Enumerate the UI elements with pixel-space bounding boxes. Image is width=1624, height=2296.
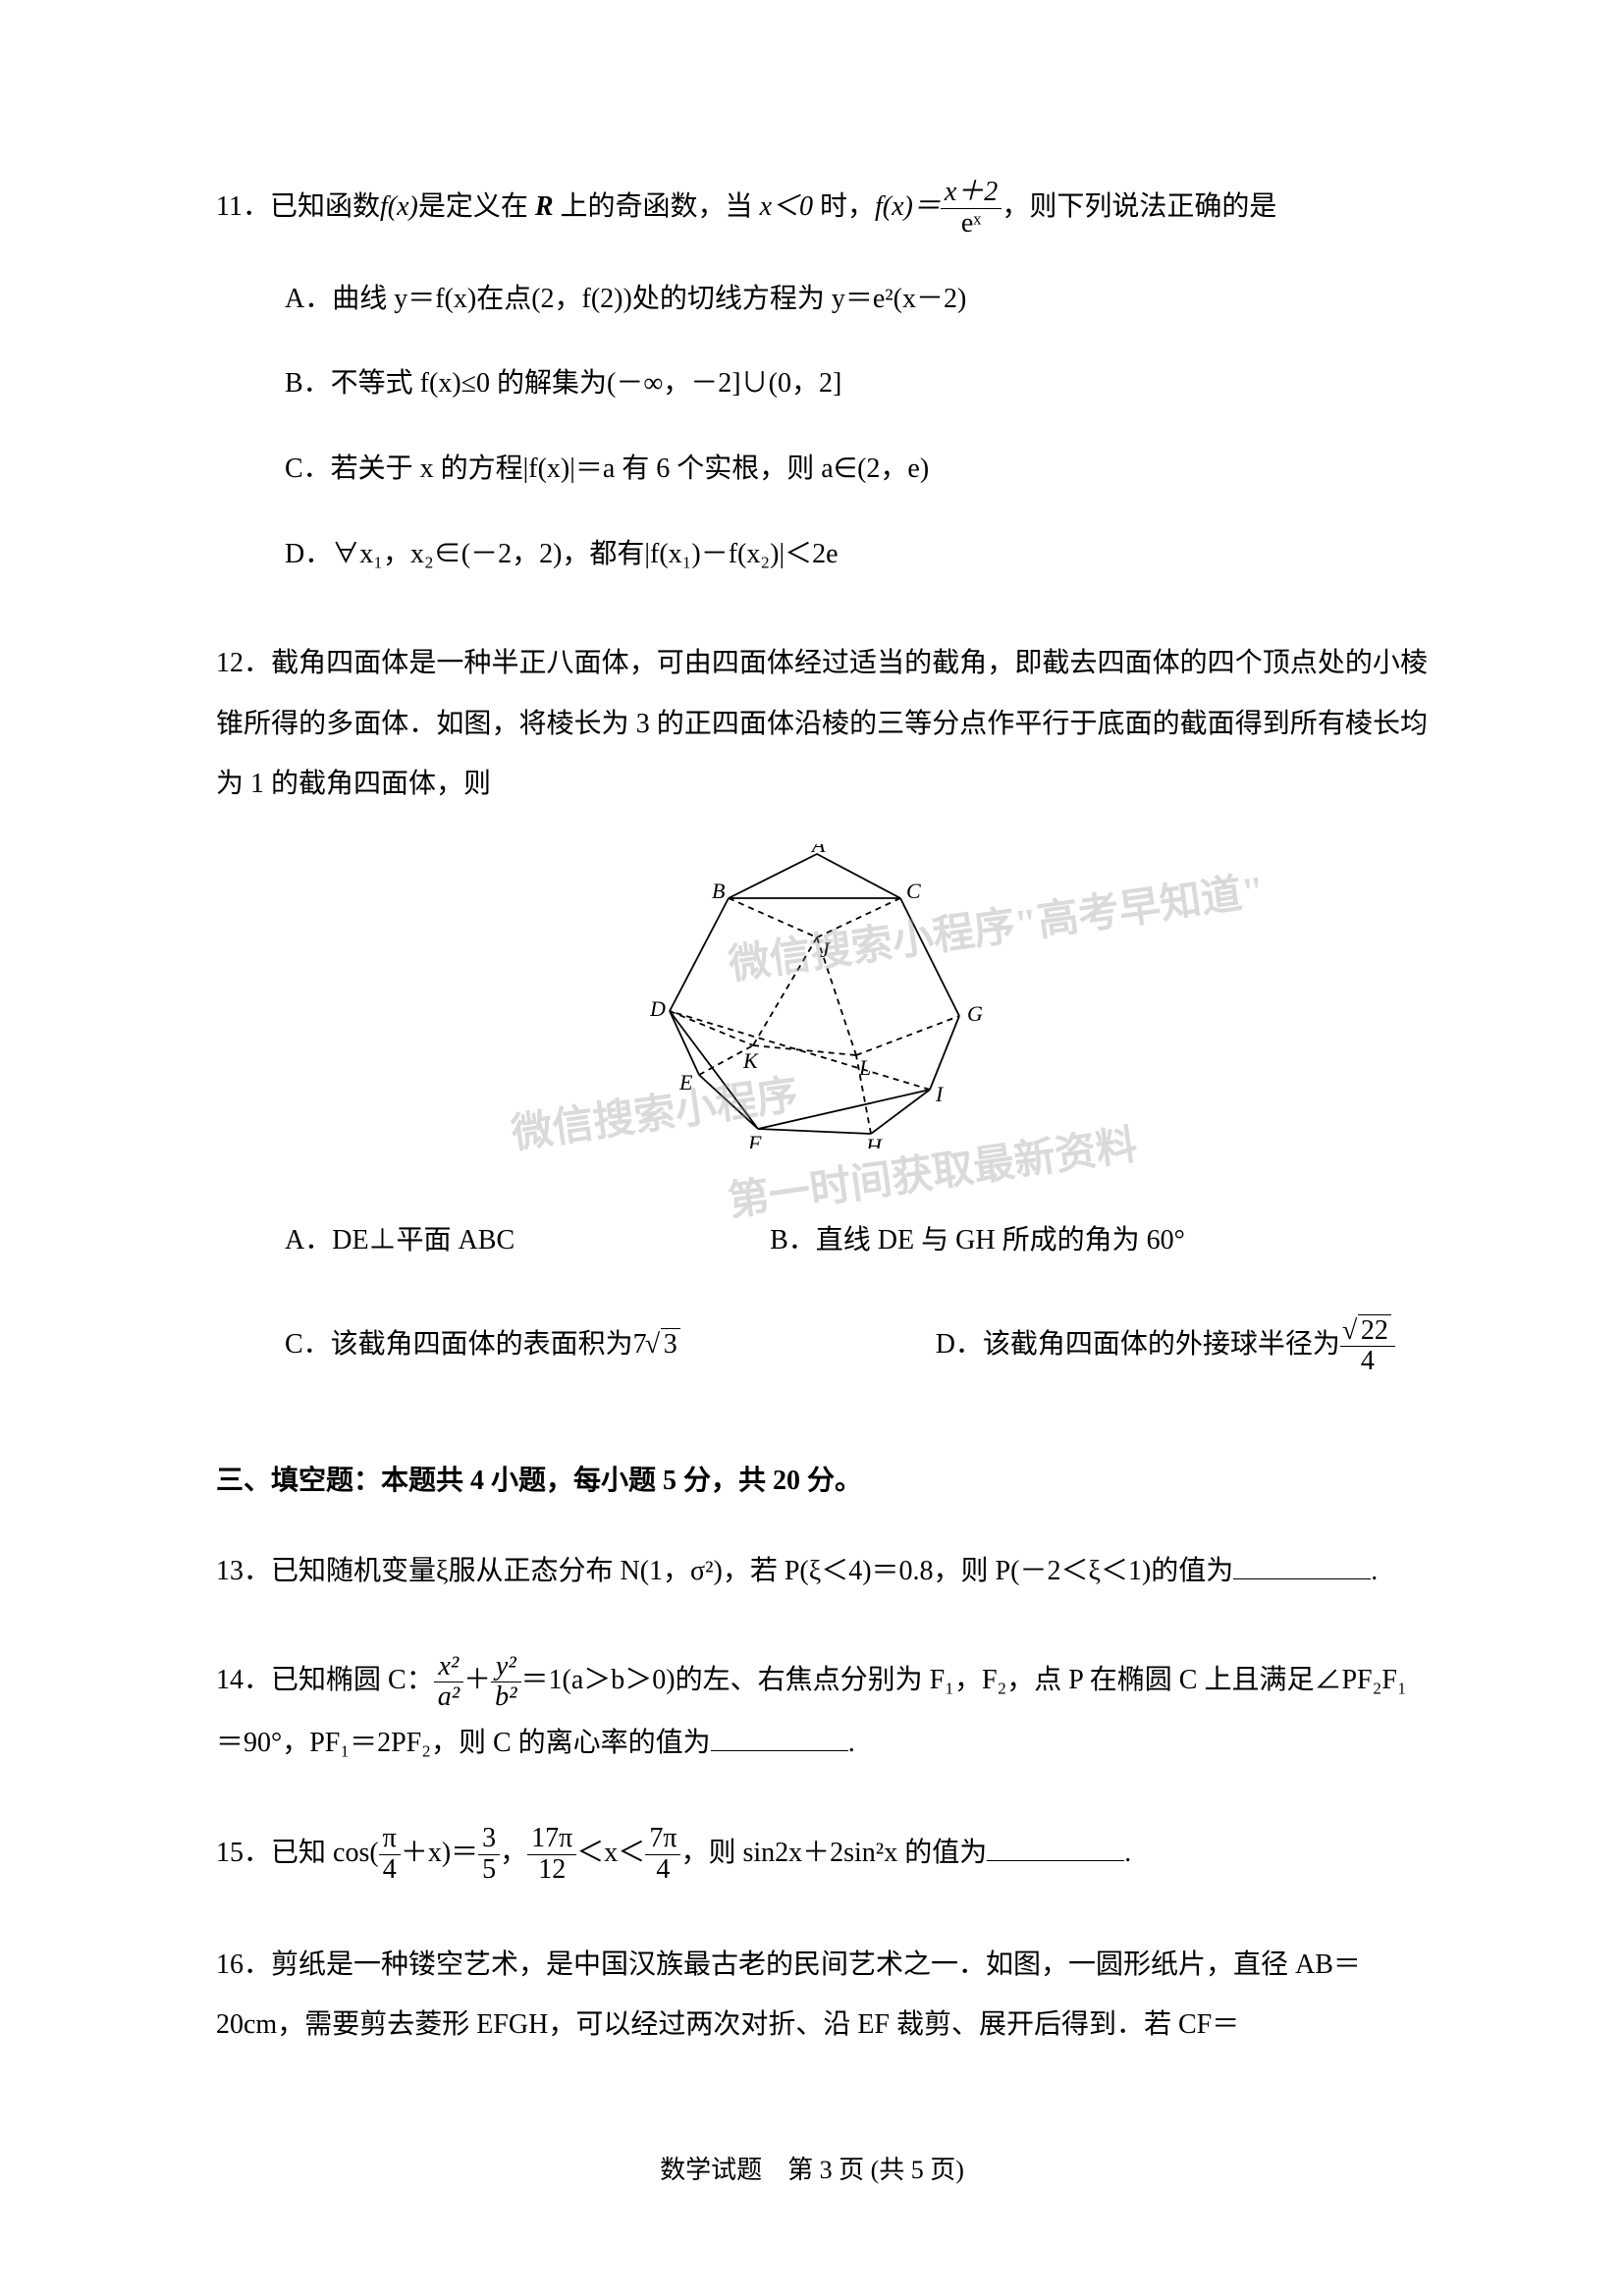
q12-stem: 12．截角四面体是一种半正八面体，可由四面体经过适当的截角，即截去四面体的四个顶… [216,633,1428,815]
label-K: K [742,1048,759,1073]
q15-f2n: 3 [478,1824,500,1855]
question-15: 15．已知 cos(π4＋x)＝35，17π12＜x＜7π4，则 sin2x＋2… [216,1823,1428,1886]
q11-m1: 是定义在 [418,191,535,222]
q15-f4n: 7π [645,1824,680,1855]
q12-options: A．DE⊥平面 ABC B．直线 DE 与 GH 所成的角为 60° C．该截角… [216,1210,1428,1402]
q14-f2n: y² [491,1652,520,1683]
q14-tail: . [848,1728,855,1758]
q11-options: A．曲线 y＝f(x)在点(2，f(2))处的切线方程为 y＝e²(x－2) B… [216,269,1428,584]
q15-frac2: 35 [478,1824,500,1886]
q15-m1: ＋x)＝ [401,1838,478,1868]
label-F: F [747,1131,762,1148]
question-11: 11．已知函数f(x)是定义在 R 上的奇函数，当 x＜0 时，f(x)＝x＋2… [216,177,1428,584]
page-footer: 数学试题 第 3 页 (共 5 页) [0,2142,1624,2198]
q12-stem-text: 截角四面体是一种半正八面体，可由四面体经过适当的截角，即截去四面体的四个顶点处的… [216,648,1428,799]
q15-f2d: 5 [478,1855,500,1886]
q15-f3d: 12 [527,1855,576,1886]
q13-stem: 已知随机变量ξ服从正态分布 N(1，σ²)，若 P(ξ＜4)＝0.8，则 P(－… [271,1556,1233,1586]
q14-f2d: b² [491,1682,520,1713]
q11-frac-num: x＋2 [941,178,1001,209]
q11-number: 11． [216,191,270,222]
q15-frac4: 7π4 [645,1824,680,1886]
q14-pre: 已知椭圆 C： [271,1665,434,1695]
truncated-tetrahedron-svg: A B C D E F G H I J K L [645,844,999,1148]
q15-frac1: π4 [379,1824,401,1886]
q15-pre: 已知 cos( [271,1838,379,1868]
q15-f3n: 17π [527,1824,576,1855]
q15-tail: . [1124,1838,1131,1868]
q15-f1n: π [379,1824,401,1855]
q11-stem: 11．已知函数f(x)是定义在 R 上的奇函数，当 x＜0 时，f(x)＝x＋2… [216,177,1428,240]
q11-fx: f(x) [380,191,418,222]
q11-optA: A．曲线 y＝f(x)在点(2，f(2))处的切线方程为 y＝e²(x－2) [285,269,1428,330]
q11-pre: 已知函数 [270,191,380,222]
q11-optD: D．∀x₁，x₂∈(－2，2)，都有|f(x₁)－f(x₂)|＜2e [285,524,1428,585]
q12-optC-sqrt: 3 [647,1314,680,1375]
q16-number: 16． [216,1949,271,1980]
q15-number: 15． [216,1838,271,1868]
label-B: B [712,879,725,903]
q14-f1d: a² [434,1682,463,1713]
q14-f1n: x² [434,1652,463,1683]
q13-tail: . [1371,1556,1378,1586]
section-3-title: 三、填空题：本题共 4 小题，每小题 5 分，共 20 分。 [216,1451,1428,1512]
q12-optD-pre: D．该截角四面体的外接球半径为 [936,1329,1340,1360]
q15-frac3: 17π12 [527,1824,576,1886]
q15-f4d: 4 [645,1855,680,1886]
q12-optA: A．DE⊥平面 ABC [285,1210,514,1271]
q11-R: R [535,191,554,222]
label-L: L [858,1055,871,1080]
q16-stem: 剪纸是一种镂空艺术，是中国汉族最古老的民间艺术之一．如图，一圆形纸片，直径 AB… [216,1949,1361,2041]
q15-m4: ，则 sin2x＋2sin²x 的值为 [680,1838,987,1868]
q12-optD-num: 22 [1340,1316,1395,1348]
label-J: J [820,937,831,962]
question-13: 13．已知随机变量ξ服从正态分布 N(1，σ²)，若 P(ξ＜4)＝0.8，则 … [216,1541,1428,1602]
q12-number: 12． [216,648,271,678]
question-14: 14．已知椭圆 C：x²a²＋y²b²＝1(a＞b＞0)的左、右焦点分别为 F₁… [216,1650,1428,1773]
label-E: E [678,1070,693,1095]
q14-blank [711,1723,848,1751]
q12-optD: D．该截角四面体的外接球半径为224 [936,1314,1395,1377]
q12-diagram: 微信搜索小程序"高考早知道" [216,844,1428,1171]
q12-optC: C．该截角四面体的表面积为7 3 [285,1314,680,1377]
q12-optC-pre: C．该截角四面体的表面积为7 [285,1329,647,1360]
label-I: I [935,1082,945,1106]
label-C: C [906,879,921,903]
label-A: A [810,844,826,857]
q13-blank [1233,1551,1371,1579]
q14-frac2: y²b² [491,1652,520,1714]
q11-optC: C．若关于 x 的方程|f(x)|＝a 有 6 个实根，则 a∈(2，e) [285,439,1428,500]
q11-optB: B．不等式 f(x)≤0 的解集为(－∞，－2]∪(0，2] [285,353,1428,414]
label-G: G [967,1001,983,1026]
q11-tail: ，则下列说法正确的是 [1001,191,1276,222]
q15-m2: ， [500,1838,527,1868]
question-16: 16．剪纸是一种镂空艺术，是中国汉族最古老的民间艺术之一．如图，一圆形纸片，直径… [216,1935,1428,2056]
q14-number: 14． [216,1665,271,1695]
q11-cond: x＜0 [760,191,813,222]
q12-optB: B．直线 DE 与 GH 所成的角为 60° [770,1210,1185,1271]
q11-frac-den: eˣ [941,209,1001,240]
q12-optD-sqrt: 22 [1358,1314,1391,1346]
label-D: D [649,996,666,1021]
q15-blank [987,1833,1124,1861]
q14-frac1: x²a² [434,1652,463,1714]
q11-m2: 上的奇函数，当 [554,191,760,222]
q11-m3: 时， [813,191,875,222]
q12-optC-rad: 3 [661,1328,680,1360]
q11-fraction: x＋2eˣ [941,178,1001,240]
label-H: H [865,1134,883,1148]
q12-optD-den: 4 [1340,1347,1395,1377]
q13-number: 13． [216,1556,271,1586]
q11-fxeq: f(x)＝ [875,191,941,222]
q15-f1d: 4 [379,1855,401,1886]
q14-plus: ＋ [463,1665,491,1695]
question-12: 12．截角四面体是一种半正八面体，可由四面体经过适当的截角，即截去四面体的四个顶… [216,633,1428,1402]
exam-page: 11．已知函数f(x)是定义在 R 上的奇函数，当 x＜0 时，f(x)＝x＋2… [0,0,1624,2296]
q12-optD-frac: 224 [1340,1316,1395,1378]
q15-m3: ＜x＜ [576,1838,645,1868]
